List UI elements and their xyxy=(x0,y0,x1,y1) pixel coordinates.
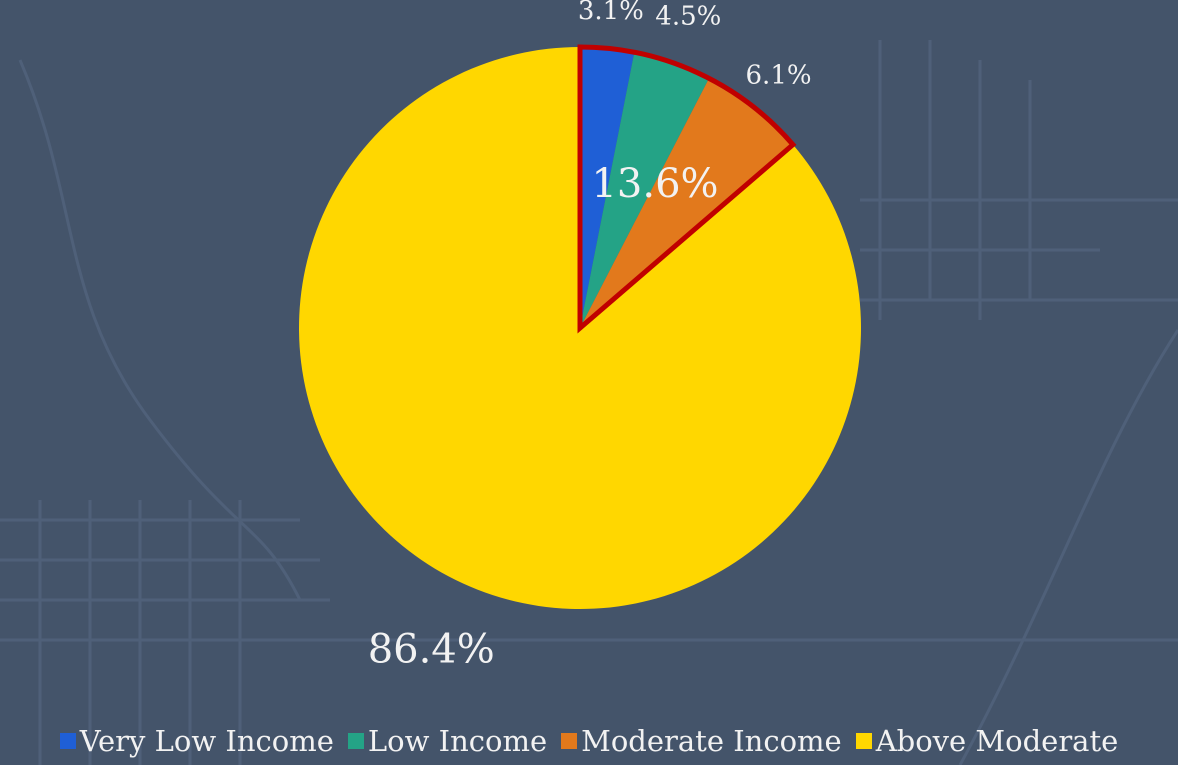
combined-annotation: 13.6% xyxy=(591,161,718,207)
pie-slice xyxy=(580,78,793,329)
data-label: 86.4% xyxy=(368,626,495,672)
legend-item: Above Moderate xyxy=(855,724,1119,758)
legend-label: Very Low Income xyxy=(79,724,334,758)
legend-item: Low Income xyxy=(347,724,548,758)
legend-label: Above Moderate xyxy=(875,724,1119,758)
legend-label: Moderate Income xyxy=(581,724,842,758)
pie-slice xyxy=(580,52,710,329)
data-label: 6.1% xyxy=(746,61,812,91)
legend-swatch xyxy=(561,733,578,749)
legend-item: Moderate Income xyxy=(561,724,842,758)
legend-swatch xyxy=(347,733,364,749)
map-background xyxy=(0,40,1178,765)
legend: Very Low Income Low Income Moderate Income… xyxy=(0,718,1178,764)
highlight-outline xyxy=(577,44,797,334)
legend-swatch xyxy=(855,733,872,749)
legend-swatch xyxy=(59,733,76,749)
data-label: 3.1% xyxy=(578,0,644,26)
pie: 3.1% 4.5% 6.1% 86.4% xyxy=(298,0,861,672)
legend-label: Low Income xyxy=(367,724,548,758)
pie-slice xyxy=(580,47,635,328)
legend-item: Very Low Income xyxy=(59,724,334,758)
data-label: 4.5% xyxy=(655,2,721,32)
